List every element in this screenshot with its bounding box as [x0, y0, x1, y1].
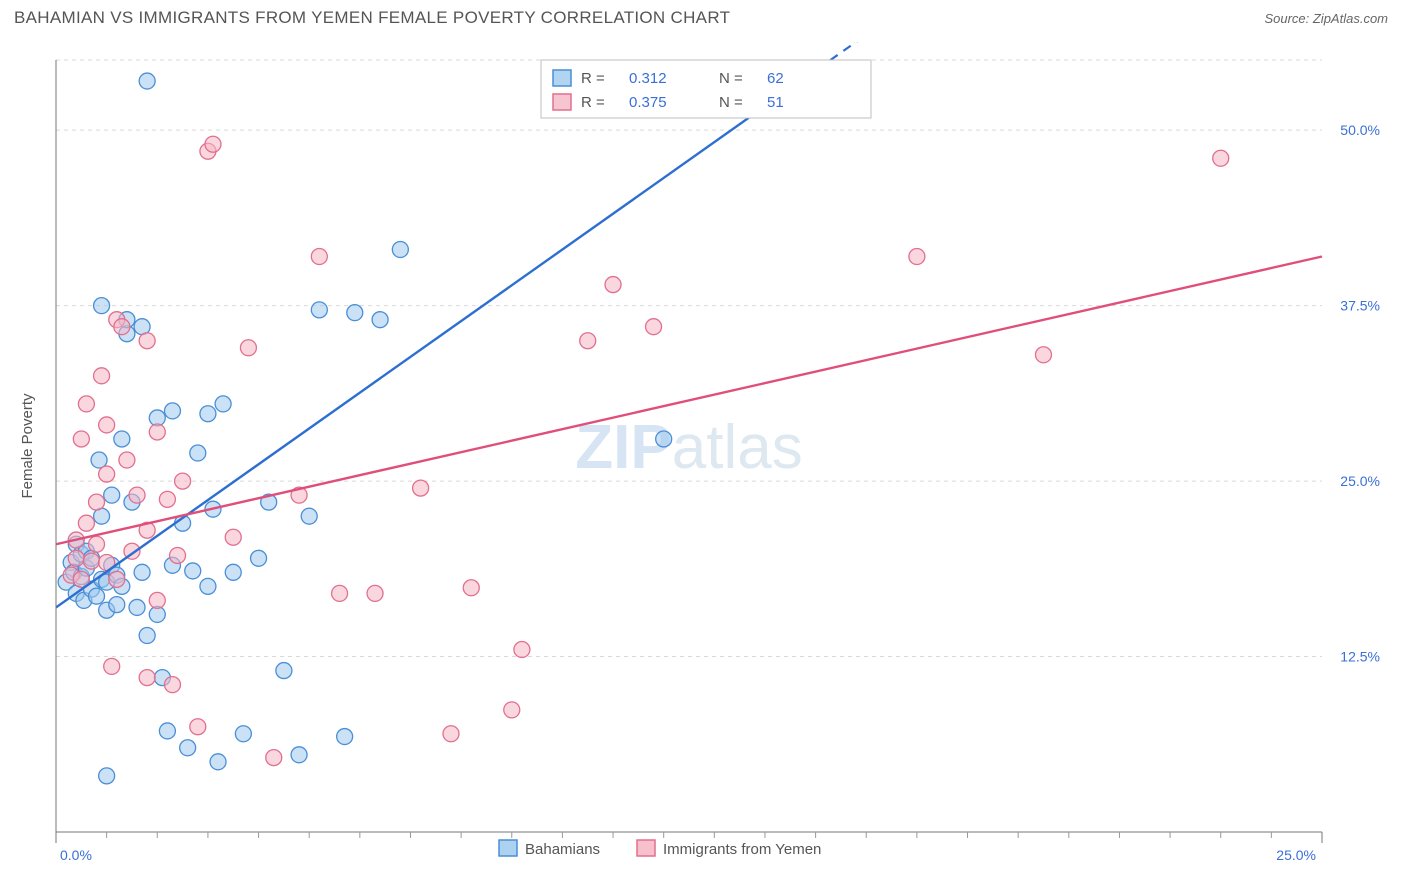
svg-text:R =: R =	[581, 70, 605, 87]
chart-container: ZIPatlas0.0%25.0%12.5%25.0%37.5%50.0%Fem…	[14, 42, 1392, 880]
svg-text:51: 51	[767, 94, 784, 111]
svg-text:Female Poverty: Female Poverty	[19, 393, 36, 499]
svg-text:25.0%: 25.0%	[1340, 473, 1380, 489]
svg-text:50.0%: 50.0%	[1340, 122, 1380, 138]
svg-text:25.0%: 25.0%	[1276, 847, 1316, 863]
source-attribution: Source: ZipAtlas.com	[1264, 11, 1388, 26]
svg-text:Immigrants from Yemen: Immigrants from Yemen	[663, 841, 821, 858]
scatter-chart: ZIPatlas0.0%25.0%12.5%25.0%37.5%50.0%Fem…	[14, 42, 1392, 880]
svg-text:Bahamians: Bahamians	[525, 841, 600, 858]
svg-text:62: 62	[767, 70, 784, 87]
svg-text:0.0%: 0.0%	[60, 847, 92, 863]
svg-text:N =: N =	[719, 70, 743, 87]
svg-text:R =: R =	[581, 94, 605, 111]
svg-text:0.375: 0.375	[629, 94, 667, 111]
svg-text:12.5%: 12.5%	[1340, 649, 1380, 665]
svg-text:0.312: 0.312	[629, 70, 667, 87]
svg-text:N =: N =	[719, 94, 743, 111]
chart-title: BAHAMIAN VS IMMIGRANTS FROM YEMEN FEMALE…	[14, 8, 730, 28]
svg-text:37.5%: 37.5%	[1340, 298, 1380, 314]
